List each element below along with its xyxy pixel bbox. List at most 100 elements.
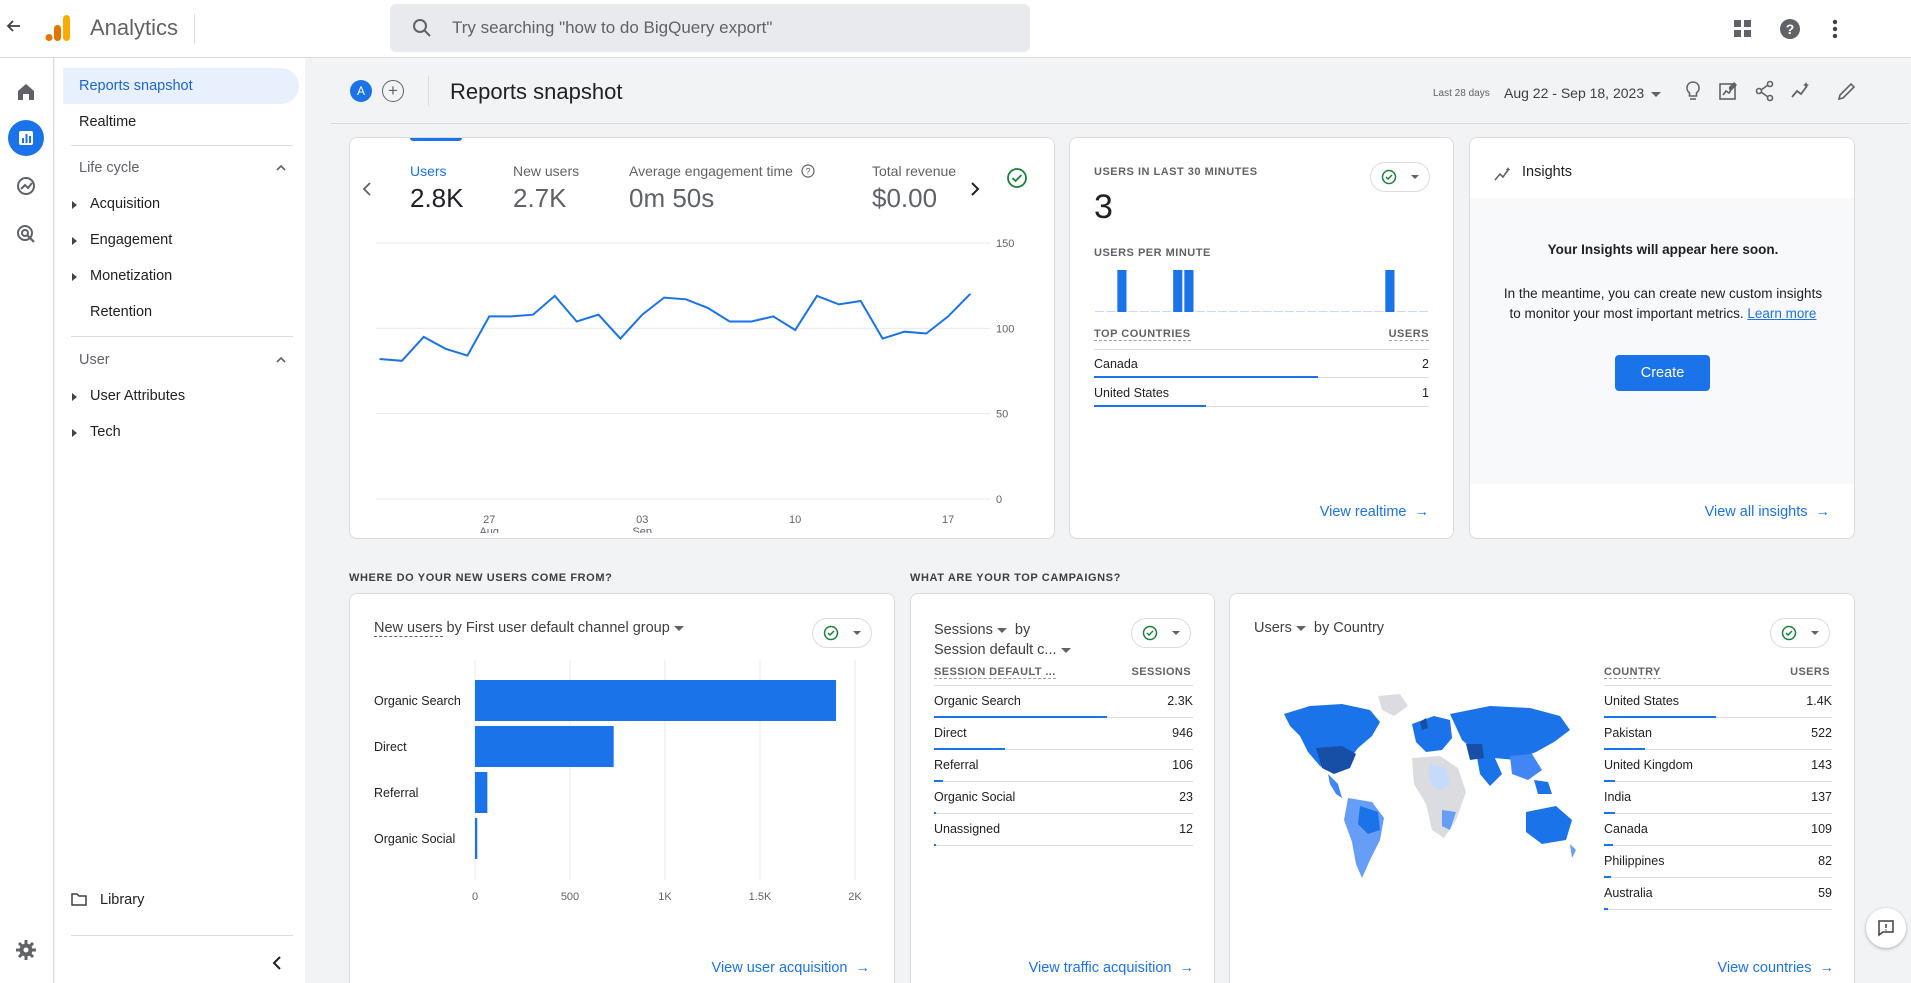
nav-monetization[interactable]: Monetization [63, 261, 293, 291]
help-outline-icon[interactable]: ? [801, 164, 815, 178]
nav-section-lifecycle[interactable]: Life cycle [63, 153, 293, 183]
y-tick-label: 150 [996, 238, 1014, 250]
x-tick-label: 1K [658, 891, 672, 903]
bar-referral[interactable] [475, 772, 488, 813]
reports-icon[interactable] [8, 120, 44, 156]
y-tick-label: 100 [996, 323, 1014, 335]
table-row[interactable]: Unassigned 12 [934, 814, 1193, 846]
data-point [466, 354, 469, 357]
edit-pencil-icon[interactable] [1836, 80, 1858, 102]
data-point [881, 337, 884, 340]
table-row[interactable]: Philippines 82 [1604, 846, 1832, 878]
category-label: Organic Search [374, 694, 461, 708]
dropdown-caret-icon [996, 627, 1007, 633]
svg-text:?: ? [805, 167, 810, 177]
search-input[interactable] [452, 10, 1012, 46]
learn-more-link[interactable]: Learn more [1747, 306, 1817, 321]
campaigns-card-title[interactable]: Sessions by Session default c... [934, 620, 1075, 660]
view-realtime-link[interactable]: View realtime → [1320, 504, 1429, 520]
table-row[interactable]: Organic Search 2.3K [934, 686, 1193, 718]
dropdown-caret-icon [1060, 647, 1071, 653]
create-insight-button[interactable]: Create [1615, 355, 1710, 391]
sessions-column-header[interactable]: SESSIONS [1131, 666, 1191, 678]
lightbulb-icon[interactable] [1682, 80, 1704, 102]
data-point [597, 313, 600, 316]
row-share-bar [1604, 876, 1611, 878]
search-bar[interactable] [390, 4, 1030, 52]
nav-reports-snapshot[interactable]: Reports snapshot [63, 68, 299, 104]
data-point [925, 332, 928, 335]
nav-realtime[interactable]: Realtime [79, 114, 137, 130]
metric-tab-new-users[interactable]: New users 2.7K [513, 163, 579, 214]
date-range-picker[interactable]: Aug 22 - Sep 18, 2023 [1504, 85, 1645, 101]
customize-report-icon[interactable] [1718, 80, 1740, 102]
nav-acquisition[interactable]: Acquisition [63, 189, 293, 219]
table-row[interactable]: Canada 2 [1094, 350, 1429, 378]
home-icon[interactable] [12, 78, 40, 106]
share-icon[interactable] [1754, 80, 1776, 102]
acquisition-card-title[interactable]: New users by First user default channel … [374, 620, 688, 637]
settings-gear-icon[interactable] [12, 936, 40, 964]
table-row[interactable]: Referral 106 [934, 750, 1193, 782]
metric-tab-engagement-time[interactable]: Average engagement time ? 0m 50s [629, 163, 815, 214]
comparison-avatar[interactable]: A [350, 80, 372, 102]
nav-user-attributes[interactable]: User Attributes [63, 381, 293, 411]
table-row[interactable]: United Kingdom 143 [1604, 750, 1832, 782]
nav-retention[interactable]: Retention [63, 297, 293, 327]
view-countries-link[interactable]: View countries → [1717, 960, 1834, 976]
table-row[interactable]: United States 1 [1094, 379, 1429, 407]
data-point [859, 300, 862, 302]
metric-tab-total-revenue[interactable]: Total revenue $0.00 [872, 163, 960, 214]
users-column-header[interactable]: USERS [1790, 666, 1830, 678]
nav-tech[interactable]: Tech [63, 417, 293, 447]
nav-engagement[interactable]: Engagement [63, 225, 293, 255]
advertising-icon[interactable] [12, 220, 40, 248]
row-share-bar [934, 844, 936, 846]
nav-section-user[interactable]: User [63, 345, 293, 375]
table-divider [1094, 349, 1429, 350]
bar-organic-search[interactable] [475, 680, 836, 721]
table-row[interactable]: United States 1.4K [1604, 686, 1832, 718]
minute-bar [1273, 311, 1283, 312]
view-traffic-acquisition-link[interactable]: View traffic acquisition → [1029, 960, 1194, 976]
bar-organic-social[interactable] [475, 818, 478, 859]
acquisition-options-button[interactable] [812, 618, 872, 648]
back-arrow-icon[interactable] [2, 16, 26, 40]
realtime-options-button[interactable] [1370, 162, 1430, 192]
nav-library[interactable]: Library [71, 885, 271, 915]
insights-trend-icon[interactable] [1790, 80, 1812, 102]
realtime-title: USERS IN LAST 30 MINUTES [1094, 166, 1258, 178]
view-all-insights-link[interactable]: View all insights → [1705, 504, 1830, 520]
metric-tab-users[interactable]: Users 2.8K [410, 163, 464, 214]
nav-section-user-label: User [79, 352, 110, 368]
view-user-acquisition-link[interactable]: View user acquisition → [712, 960, 870, 976]
row-value: 137 [1811, 790, 1832, 804]
bar-direct[interactable] [475, 726, 614, 767]
table-row[interactable]: Direct 946 [934, 718, 1193, 750]
table-row[interactable]: India 137 [1604, 782, 1832, 814]
add-comparison-plus-icon[interactable]: + [382, 80, 404, 102]
country-card-title[interactable]: Users by Country [1254, 620, 1384, 636]
chevron-right-icon[interactable] [966, 180, 984, 198]
data-point [903, 330, 906, 333]
analytics-logo-icon[interactable] [44, 13, 72, 43]
table-row[interactable]: Australia 59 [1604, 878, 1832, 910]
date-dropdown-caret-icon[interactable] [1651, 92, 1661, 97]
campaigns-options-button[interactable] [1131, 618, 1191, 648]
table-row[interactable]: Canada 109 [1604, 814, 1832, 846]
apps-grid-icon[interactable] [1730, 16, 1756, 42]
country-options-button[interactable] [1770, 618, 1830, 648]
chevron-left-icon[interactable] [358, 180, 376, 198]
channel-column-header[interactable]: SESSION DEFAULT ... [934, 666, 1056, 679]
nav-engagement-label: Engagement [90, 232, 173, 248]
check-circle-icon[interactable] [1005, 166, 1029, 190]
table-row[interactable]: Organic Social 23 [934, 782, 1193, 814]
table-row[interactable]: Pakistan 522 [1604, 718, 1832, 750]
realtime-card: USERS IN LAST 30 MINUTES 3 USERS PER MIN… [1069, 137, 1454, 539]
more-vert-icon[interactable] [1822, 16, 1848, 42]
feedback-button[interactable] [1866, 908, 1906, 948]
country-column-header[interactable]: COUNTRY [1604, 666, 1661, 679]
help-icon[interactable]: ? [1777, 16, 1803, 42]
collapse-nav-chevron-icon[interactable] [265, 951, 289, 975]
explore-icon[interactable] [12, 172, 40, 200]
